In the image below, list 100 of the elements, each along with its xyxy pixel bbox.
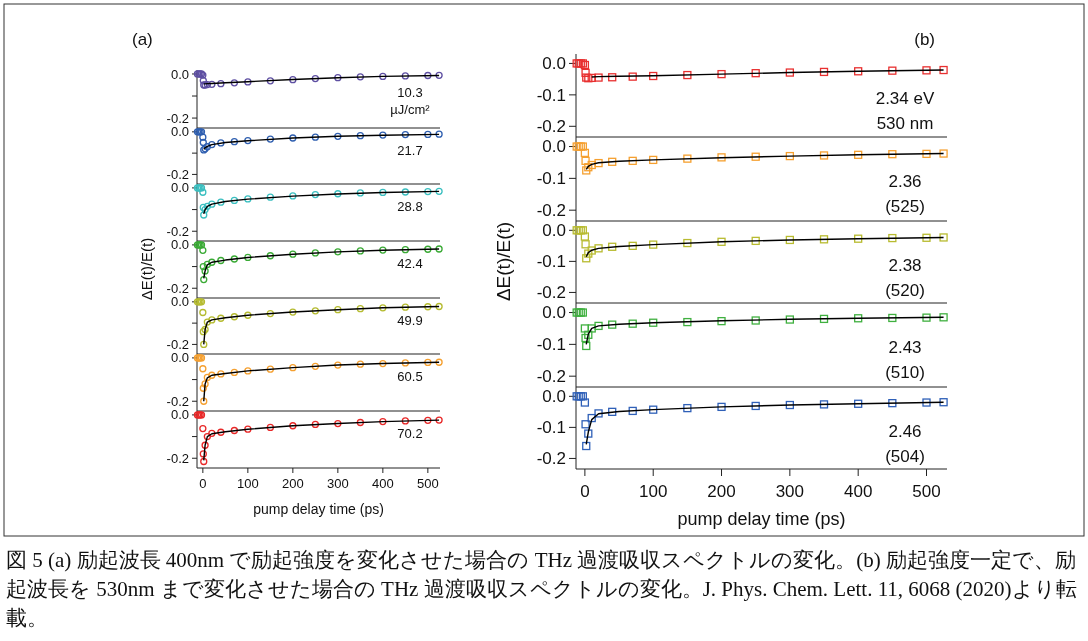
annotation: 21.7 (397, 143, 423, 158)
annotation: 2.34 eV (875, 89, 935, 108)
point (334, 132, 342, 140)
point (311, 190, 319, 199)
point (922, 66, 931, 75)
point (649, 405, 658, 414)
y-tick-label: -0.2 (536, 367, 566, 387)
point (628, 406, 637, 416)
point (199, 133, 207, 141)
point (717, 153, 726, 162)
point (208, 80, 216, 88)
point (587, 160, 596, 170)
point (888, 150, 897, 159)
point (379, 246, 387, 254)
point (580, 60, 590, 70)
annotation: 42.4 (397, 256, 423, 271)
point (435, 358, 443, 366)
point (199, 246, 207, 254)
point (401, 72, 409, 80)
point (581, 333, 590, 343)
point (717, 237, 726, 246)
annotation: 28.8 (397, 199, 423, 214)
point (594, 321, 603, 331)
point (683, 154, 692, 163)
point (266, 309, 274, 318)
point (888, 399, 897, 408)
point (587, 413, 596, 423)
point (581, 420, 590, 429)
point (244, 195, 252, 203)
point (584, 249, 593, 258)
point (217, 428, 225, 436)
annotation: 2.36 (888, 172, 922, 191)
point (289, 76, 297, 84)
x-axis-title: pump delay time (ps) (677, 509, 846, 529)
point (203, 260, 211, 269)
x-tick-label: 100 (237, 476, 259, 491)
point (289, 308, 297, 316)
point (608, 407, 617, 416)
y-tick-label: 0.0 (542, 387, 566, 407)
point (939, 233, 948, 242)
y-tick-label: 0.0 (170, 124, 189, 140)
point (819, 235, 829, 244)
point (266, 135, 274, 143)
point (289, 134, 297, 142)
point (401, 188, 409, 196)
point (580, 398, 590, 407)
point (311, 362, 319, 370)
point (424, 71, 432, 80)
point (289, 250, 297, 258)
point (683, 238, 692, 248)
point (201, 267, 209, 275)
point (208, 200, 216, 208)
point (266, 77, 274, 85)
point (939, 65, 948, 75)
annotation: 70.2 (397, 426, 423, 441)
y-tick-label: 0.0 (170, 350, 189, 366)
point (244, 425, 252, 433)
point (751, 236, 760, 246)
point (201, 441, 209, 449)
y-tick-label: 0.0 (542, 54, 566, 74)
point (785, 235, 794, 245)
point (203, 202, 211, 210)
point (594, 409, 603, 418)
y-tick-label: -0.2 (536, 117, 566, 137)
y-tick-label: 0.0 (542, 221, 566, 241)
point (580, 324, 590, 333)
point (334, 74, 342, 82)
point (819, 67, 829, 77)
y-tick-label: -0.1 (536, 169, 566, 189)
point (244, 136, 252, 145)
point (751, 69, 760, 78)
chart-title: (a) (132, 30, 153, 49)
point (649, 71, 658, 81)
point (717, 402, 726, 412)
point (200, 340, 208, 349)
x-tick-label: 400 (843, 482, 873, 501)
point (587, 73, 596, 83)
point (594, 158, 603, 168)
point (649, 318, 658, 327)
point (435, 245, 443, 253)
point (854, 67, 863, 76)
point (199, 308, 207, 317)
point (230, 313, 238, 321)
annotation: (520) (885, 281, 925, 300)
point (751, 152, 760, 161)
point (649, 155, 658, 165)
point (244, 367, 252, 375)
point (628, 72, 637, 81)
y-tick-label: -0.2 (166, 110, 189, 126)
point (311, 133, 319, 141)
point (208, 258, 216, 266)
point (208, 429, 216, 437)
point (587, 246, 596, 255)
point (939, 398, 948, 407)
point (334, 306, 342, 314)
point (289, 192, 297, 200)
point (424, 245, 432, 253)
point (217, 370, 225, 378)
annotation: µJ/cm² (390, 102, 431, 117)
chart-title: (b) (914, 30, 935, 49)
